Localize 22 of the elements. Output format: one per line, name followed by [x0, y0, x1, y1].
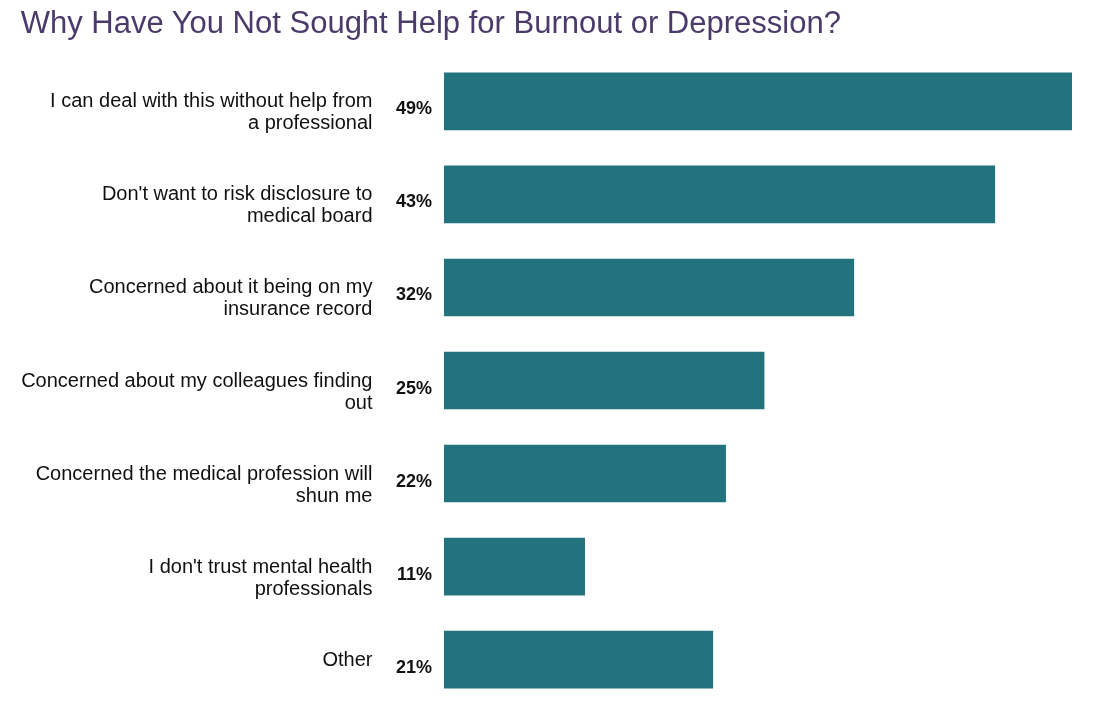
y-tick-label: I can deal with this without help from a professional: [50, 89, 373, 134]
bar: [444, 258, 855, 317]
data-label: 25%: [395, 377, 432, 398]
bar: [444, 351, 765, 410]
data-label: 22%: [395, 470, 432, 491]
bar: [444, 72, 1072, 131]
bar: [444, 537, 585, 596]
y-tick-label: Other: [322, 647, 373, 670]
bar: [444, 444, 726, 503]
y-tick-label: Concerned about it being on my insurance record: [88, 275, 373, 320]
y-tick-label: Concerned about my colleagues finding out: [21, 368, 373, 413]
chart-title: Why Have You Not Sought Help for Burnout or Depression?: [20, 5, 841, 40]
bar: [444, 165, 996, 224]
data-label: 32%: [395, 284, 432, 305]
data-label: 11%: [396, 563, 432, 584]
y-tick-label: Don't want to risk disclosure to medical board: [101, 182, 373, 227]
bar: [444, 630, 714, 689]
data-label: 49%: [395, 98, 432, 119]
data-label: 43%: [395, 191, 432, 212]
y-tick-label: I don't trust mental health professionals: [148, 554, 373, 599]
y-tick-label: Concerned the medical profession will shun me: [35, 461, 373, 506]
data-label: 21%: [395, 656, 432, 677]
